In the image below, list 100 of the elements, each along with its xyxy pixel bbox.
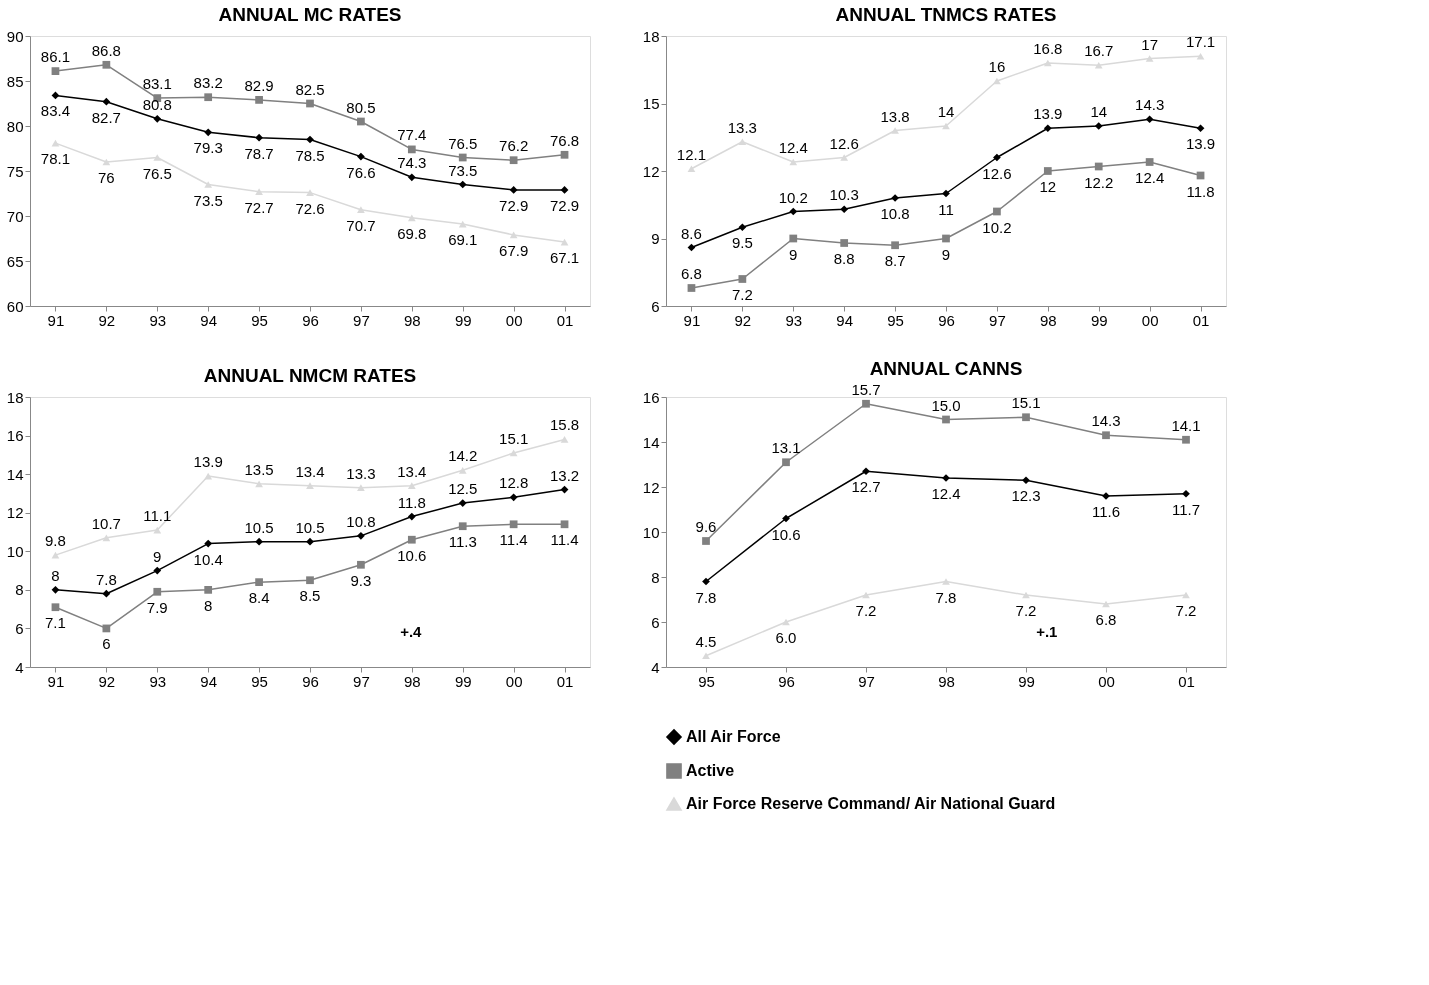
x-tick-label: 97 xyxy=(353,311,370,329)
y-tick-label: 8 xyxy=(651,568,660,586)
data-label: 10.6 xyxy=(771,525,801,543)
x-tick-label: 92 xyxy=(734,311,752,329)
point xyxy=(102,60,111,69)
y-tick-label: 70 xyxy=(6,207,24,225)
point xyxy=(458,499,467,507)
point xyxy=(357,484,365,491)
point xyxy=(1196,124,1205,133)
x-tick-label: 92 xyxy=(98,672,116,690)
chart-title: ANNUAL NMCM RATES xyxy=(203,365,417,386)
data-label: 14 xyxy=(937,103,955,120)
point xyxy=(458,153,467,162)
x-tick-label: 01 xyxy=(556,672,574,690)
data-label: 77.4 xyxy=(397,126,427,144)
data-label: 11.1 xyxy=(143,507,172,525)
point xyxy=(509,186,518,194)
point xyxy=(789,207,798,216)
x-tick-label: 94 xyxy=(836,311,854,329)
data-label: 6.0 xyxy=(775,629,797,646)
data-label: 74.3 xyxy=(397,154,427,172)
data-label: 86.8 xyxy=(91,41,121,59)
point xyxy=(204,539,213,548)
x-tick-label: 99 xyxy=(1090,311,1108,329)
y-tick-label: 18 xyxy=(642,27,660,45)
data-label: 10.2 xyxy=(778,188,808,206)
data-label: 70.7 xyxy=(346,216,376,234)
data-label: 82.9 xyxy=(244,76,274,94)
data-label: 69.8 xyxy=(397,224,427,242)
y-tick-label: 65 xyxy=(6,252,24,270)
point xyxy=(1094,61,1103,69)
point xyxy=(509,231,518,239)
data-label: 7.2 xyxy=(855,602,877,619)
x-tick-label: 97 xyxy=(989,311,1006,329)
data-label: 8.7 xyxy=(884,252,906,270)
data-label: 9 xyxy=(941,245,951,263)
data-label: 83.4 xyxy=(40,102,71,120)
data-label: 16 xyxy=(988,58,1006,75)
data-label: 17.1 xyxy=(1185,33,1216,51)
point xyxy=(306,189,314,196)
point xyxy=(102,97,111,106)
point xyxy=(306,482,314,490)
data-label: 9.8 xyxy=(45,532,66,550)
point xyxy=(255,578,263,587)
chart-title: ANNUAL CANNS xyxy=(869,357,1023,379)
point xyxy=(1182,435,1190,444)
x-tick-label: 97 xyxy=(858,672,875,690)
y-tick-label: 4 xyxy=(15,658,24,676)
data-label: 15.7 xyxy=(851,380,881,398)
x-tick-label: 00 xyxy=(505,311,523,329)
x-tick-label: 95 xyxy=(251,672,268,690)
point xyxy=(458,522,467,531)
x-tick-label: 00 xyxy=(1098,672,1115,690)
point xyxy=(840,154,849,161)
data-label: 15.1 xyxy=(499,429,529,447)
x-tick-label: 92 xyxy=(98,311,116,329)
y-tick-label: 16 xyxy=(642,388,660,406)
y-tick-label: 12 xyxy=(642,162,660,180)
x-tick-label: 93 xyxy=(149,311,167,329)
point xyxy=(357,560,365,569)
x-tick-label: 91 xyxy=(47,672,65,690)
data-label: 13.4 xyxy=(397,462,427,480)
point xyxy=(942,189,950,198)
data-label: 83.2 xyxy=(193,74,223,92)
point xyxy=(255,537,263,546)
x-tick-label: 97 xyxy=(353,672,370,690)
y-tick-label: 10 xyxy=(642,523,660,541)
data-label: 78.7 xyxy=(244,144,274,162)
point xyxy=(891,241,899,250)
data-label: 12 xyxy=(1039,178,1057,195)
data-label: 11.4 xyxy=(550,531,579,549)
point xyxy=(407,512,416,521)
point xyxy=(255,133,263,142)
point xyxy=(560,436,569,443)
x-tick-label: 94 xyxy=(200,311,218,329)
data-label: 10.8 xyxy=(880,205,910,222)
point xyxy=(306,537,314,546)
point xyxy=(153,587,162,596)
data-label: 7.2 xyxy=(1015,602,1037,619)
data-label: 13.3 xyxy=(346,464,376,482)
point xyxy=(204,181,213,188)
data-label: 10.4 xyxy=(193,550,223,568)
data-label: 8.6 xyxy=(681,224,702,242)
data-label: 9.6 xyxy=(695,518,717,535)
data-label: 80.8 xyxy=(142,95,172,113)
legend-label: Active xyxy=(686,762,735,779)
y-tick-label: 6 xyxy=(651,297,660,315)
x-tick-label: 01 xyxy=(1192,311,1210,329)
data-label: 12.4 xyxy=(1135,169,1165,186)
x-tick-label: 98 xyxy=(403,311,421,329)
data-label: 13.9 xyxy=(1033,105,1063,123)
point xyxy=(102,589,111,598)
data-label: 76.2 xyxy=(499,137,529,155)
point xyxy=(407,482,416,490)
x-tick-label: 00 xyxy=(1141,311,1159,329)
y-tick-label: 75 xyxy=(6,162,24,180)
data-label: 13.9 xyxy=(193,453,223,471)
point xyxy=(357,152,365,161)
data-label: 11.8 xyxy=(397,493,426,511)
x-tick-label: 98 xyxy=(403,672,421,690)
